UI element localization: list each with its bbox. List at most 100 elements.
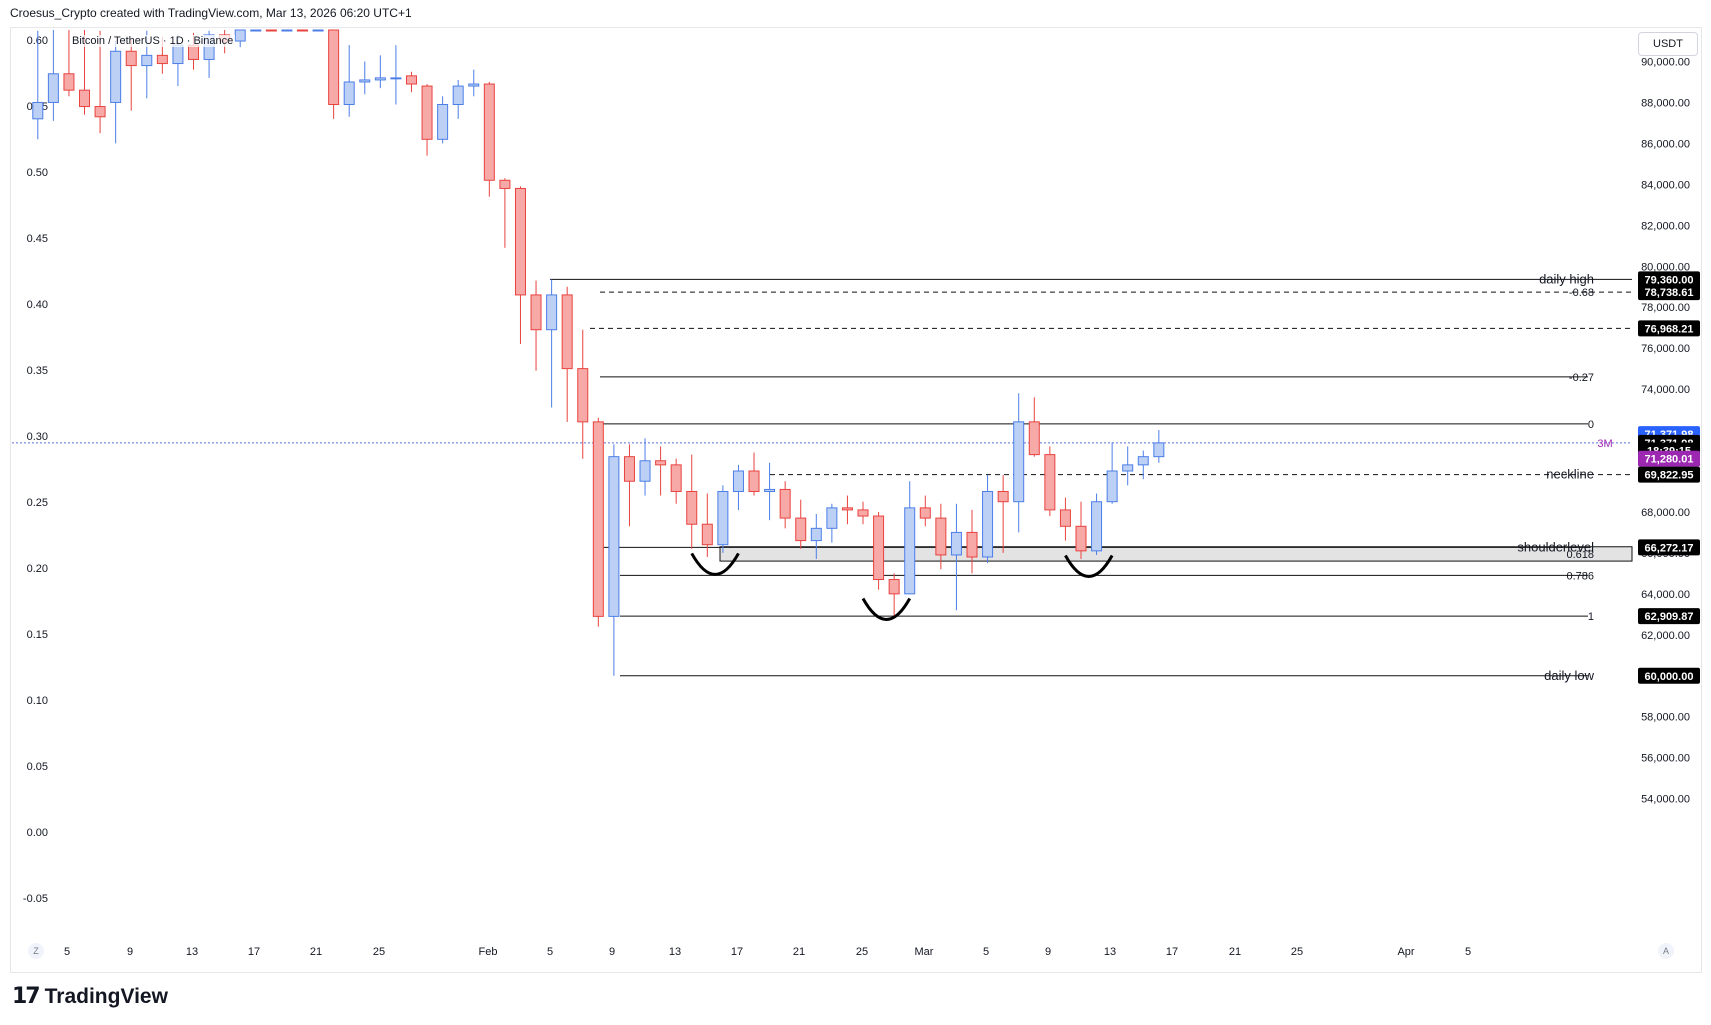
annotation-label: 0.618 <box>1566 549 1594 561</box>
price-label: 76,968.21 <box>1645 323 1694 335</box>
zoom-reset-button[interactable]: Z <box>28 943 44 959</box>
currency-unit-button[interactable]: USDT <box>1638 32 1698 56</box>
chart-frame[interactable] <box>10 27 1702 973</box>
candle-body <box>250 29 262 32</box>
candle-body <box>265 29 277 32</box>
candle-body <box>670 464 682 492</box>
left-axis-tick-label: 0.40 <box>27 299 48 311</box>
candle-body <box>203 34 215 60</box>
candle-body <box>623 456 635 482</box>
pattern-arc <box>1064 554 1114 578</box>
x-axis-tick-label: 21 <box>1229 946 1241 958</box>
candle-body <box>966 531 978 558</box>
annotation-label: 1 <box>1588 611 1594 623</box>
candle-body <box>63 73 75 91</box>
candle-body <box>328 29 340 105</box>
right-axis-tick-label: 58,000.00 <box>1641 712 1690 724</box>
candle-body <box>343 81 355 105</box>
candle-body <box>1122 464 1134 472</box>
left-axis-tick-label: 0.15 <box>27 629 48 641</box>
price-label: 62,909.87 <box>1645 611 1694 623</box>
left-axis-tick-label: 0.50 <box>27 167 48 179</box>
candle-body <box>919 507 931 519</box>
candle-body <box>483 83 495 181</box>
right-axis-tick-label: 78,000.00 <box>1641 302 1690 314</box>
candle-body <box>405 75 417 85</box>
pattern-arc <box>861 597 912 621</box>
candle-body <box>1153 442 1165 458</box>
candle-body <box>1106 470 1118 503</box>
x-axis-tick-label: 21 <box>310 946 322 958</box>
right-axis-tick-label: 86,000.00 <box>1641 138 1690 150</box>
price-label-bg <box>1638 450 1700 467</box>
x-axis-tick-label: 5 <box>64 946 70 958</box>
candle-body <box>779 488 791 519</box>
x-axis-tick-label: 9 <box>127 946 133 958</box>
annotation-label: -0.68 <box>1569 287 1594 299</box>
x-axis-tick-label: 21 <box>793 946 805 958</box>
candle-body <box>857 509 869 517</box>
left-axis-tick-label: 0.10 <box>27 695 48 707</box>
candle-body <box>468 83 480 87</box>
right-axis-tick-label: 76,000.00 <box>1641 343 1690 355</box>
candle-body <box>577 368 589 423</box>
candle-body <box>982 490 994 558</box>
candle-body <box>312 29 324 32</box>
candle-body <box>281 29 293 32</box>
candle-body <box>1028 421 1040 456</box>
right-axis-tick-label: 82,000.00 <box>1641 220 1690 232</box>
right-axis-tick-label: 54,000.00 <box>1641 794 1690 806</box>
left-axis-tick-label: 0.45 <box>27 233 48 245</box>
candle-body <box>390 77 402 80</box>
pattern-arc <box>690 552 740 576</box>
candle-body <box>1075 525 1087 552</box>
right-axis-tick-label: 80,000.00 <box>1641 261 1690 273</box>
annotation-label: -0.27 <box>1569 372 1594 384</box>
left-axis-tick-label: 0.30 <box>27 431 48 443</box>
x-axis-tick-label: 17 <box>731 946 743 958</box>
candle-body <box>950 531 962 556</box>
annotation-label: shoulderlevel <box>1517 539 1594 554</box>
x-axis-tick-label: 13 <box>186 946 198 958</box>
auto-scale-button[interactable]: A <box>1658 943 1674 959</box>
right-axis-tick-label: 74,000.00 <box>1641 384 1690 396</box>
candle-body <box>748 470 760 492</box>
candle-body <box>125 50 137 67</box>
x-axis-tick-label: 5 <box>1465 946 1471 958</box>
candle-body <box>764 488 776 492</box>
annotation-label: 0.786 <box>1566 570 1594 582</box>
candle-body <box>47 73 59 103</box>
x-axis-tick-label: 25 <box>1291 946 1303 958</box>
candle-body <box>374 77 386 81</box>
candle-body <box>514 187 526 296</box>
x-axis-tick-label: 17 <box>248 946 260 958</box>
x-axis-tick-label: 17 <box>1166 946 1178 958</box>
price-label-bg <box>1638 539 1700 556</box>
annotation-label: neckline <box>1546 467 1594 482</box>
left-axis-tick-label: 0.25 <box>27 497 48 509</box>
candle-body <box>795 517 807 542</box>
x-axis-tick-label: 9 <box>609 946 615 958</box>
left-axis-tick-label: 0.20 <box>27 563 48 575</box>
annotation-label: daily high <box>1539 271 1594 286</box>
left-axis-tick-label: 0.60 <box>27 35 48 47</box>
x-axis-tick-label: 13 <box>669 946 681 958</box>
candle-body <box>530 294 542 331</box>
candle-body <box>826 507 838 529</box>
candle-body <box>639 460 651 482</box>
annotation-label: daily low <box>1544 668 1594 683</box>
candle-body <box>546 294 558 331</box>
candle-body <box>888 579 900 595</box>
candle-body <box>421 85 433 140</box>
price-label-bg <box>1638 667 1700 684</box>
candle-body <box>701 523 713 546</box>
left-axis-tick-label: -0.05 <box>23 893 48 905</box>
right-axis-tick-label: 90,000.00 <box>1641 57 1690 69</box>
shoulder-zone <box>719 546 1633 562</box>
candle-body <box>561 294 573 370</box>
x-axis-tick-label: 5 <box>983 946 989 958</box>
candle-body <box>873 515 885 581</box>
chart-attribution: Croesus_Crypto created with TradingView.… <box>10 6 412 20</box>
candle-body <box>686 490 698 525</box>
